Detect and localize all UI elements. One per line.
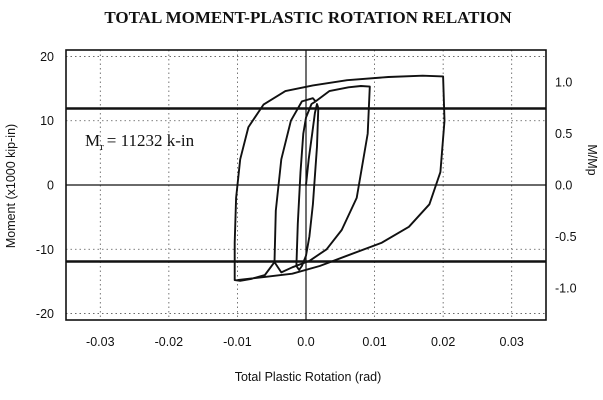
y-tick-label: 10 — [40, 114, 54, 128]
mr-annotation: Mr = 11232 k-in — [85, 131, 195, 153]
y-tick-label: -10 — [36, 243, 54, 257]
x-tick-label: -0.01 — [223, 335, 252, 349]
y-axis-label: Moment (x1000 kip-in) — [4, 124, 18, 248]
x-tick-labels: -0.03 -0.02 -0.01 0.0 0.01 0.02 0.03 — [86, 335, 524, 349]
y2-axis-label: M/Mp — [585, 144, 599, 175]
mr-annotation-main: M — [85, 131, 100, 150]
x-tick-label: 0.0 — [297, 335, 314, 349]
y2-tick-label: -0.5 — [555, 230, 577, 244]
mr-annotation-rest: = 11232 k-in — [107, 131, 195, 150]
x-tick-label: -0.03 — [86, 335, 115, 349]
y2-tick-label: 0.5 — [555, 127, 572, 141]
chart-title: TOTAL MOMENT-PLASTIC ROTATION RELATION — [104, 8, 512, 27]
x-axis-label: Total Plastic Rotation (rad) — [235, 370, 382, 384]
hysteresis-curves — [233, 74, 446, 282]
y-tick-label: -20 — [36, 307, 54, 321]
y2-tick-label: -1.0 — [555, 281, 577, 295]
y2-tick-label: 0.0 — [555, 179, 572, 193]
hysteresis-loop — [233, 74, 446, 282]
y2-tick-labels: -1.0 -0.5 0.0 0.5 1.0 — [555, 76, 577, 296]
y-tick-label: 20 — [40, 50, 54, 64]
hysteresis-loop — [273, 85, 371, 274]
y-tick-label: 0 — [47, 179, 54, 193]
x-tick-label: -0.02 — [155, 335, 184, 349]
y-tick-labels: -20 -10 0 10 20 — [36, 50, 54, 321]
hysteresis-loop — [295, 100, 320, 271]
plot-frame — [65, 49, 547, 321]
y2-tick-label: 1.0 — [555, 76, 572, 90]
x-tick-label: 0.01 — [362, 335, 386, 349]
x-tick-label: 0.02 — [431, 335, 455, 349]
x-tick-label: 0.03 — [500, 335, 524, 349]
mr-annotation-subscript: r — [100, 141, 104, 153]
